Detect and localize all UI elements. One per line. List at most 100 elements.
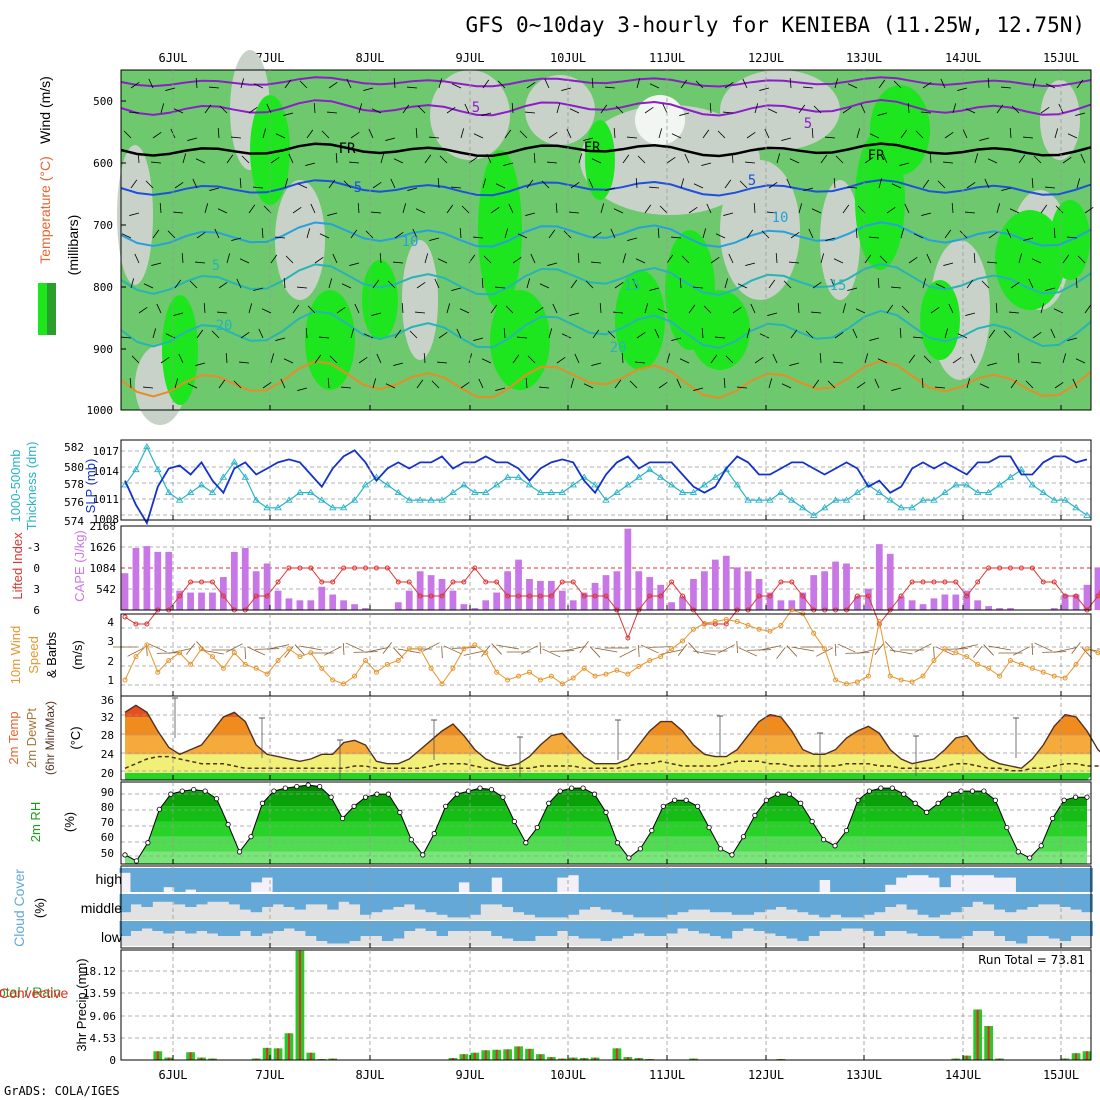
wind-barb bbox=[882, 153, 888, 164]
cloud-row-label: low bbox=[101, 929, 123, 945]
cape-bar bbox=[799, 592, 807, 610]
wind-speed-point bbox=[363, 658, 368, 663]
lifted-index-point bbox=[526, 593, 532, 599]
cloud-bar bbox=[360, 868, 372, 892]
contour-label: 10 bbox=[402, 234, 419, 250]
wind-speed-point bbox=[1062, 675, 1068, 681]
wind-barb bbox=[635, 177, 638, 189]
wind-barb bbox=[482, 79, 490, 89]
wind-barb bbox=[185, 643, 196, 655]
tick-label: 0 bbox=[109, 1054, 116, 1067]
wind-barb bbox=[869, 337, 880, 341]
thickness-point bbox=[930, 496, 938, 503]
wind-barb bbox=[965, 211, 976, 214]
wind-barb bbox=[790, 232, 800, 239]
wind-barb bbox=[517, 233, 528, 239]
wind-barb bbox=[328, 278, 333, 289]
cloud-bar bbox=[709, 894, 722, 913]
wind-barb bbox=[988, 232, 998, 239]
rh-point bbox=[202, 788, 208, 794]
wind-barb bbox=[731, 152, 734, 164]
wind-barb bbox=[270, 254, 278, 264]
cape-bar bbox=[1050, 608, 1058, 610]
cloud-bar bbox=[786, 868, 798, 892]
wind-barb bbox=[767, 211, 778, 214]
axis-label-cloud: Cloud Cover bbox=[11, 869, 27, 947]
thickness-point bbox=[263, 503, 271, 511]
wind-barb bbox=[283, 277, 286, 289]
wind-barb bbox=[891, 387, 902, 391]
wind-barb bbox=[1017, 352, 1020, 364]
convective-bar bbox=[200, 1057, 203, 1060]
cloud-bar bbox=[808, 894, 820, 915]
wind-barb bbox=[503, 162, 514, 166]
wind-barb bbox=[225, 643, 243, 653]
cape-bar bbox=[537, 580, 544, 610]
wind-barb bbox=[394, 329, 402, 339]
wind-barb bbox=[123, 130, 132, 139]
wind-barb bbox=[820, 253, 825, 264]
thickness-point bbox=[591, 481, 599, 488]
thickness-point bbox=[558, 488, 567, 496]
cloud-bar bbox=[458, 868, 470, 883]
wind-barb bbox=[555, 202, 558, 214]
tick-label: 574 bbox=[64, 515, 84, 528]
cloud-bar bbox=[961, 868, 973, 876]
date-label: 15JUL bbox=[1043, 51, 1079, 65]
cloud-bar bbox=[381, 921, 394, 941]
wind-barb bbox=[605, 86, 616, 89]
wind-barb bbox=[473, 337, 484, 341]
rh-point bbox=[992, 797, 998, 803]
wind-barb bbox=[525, 111, 536, 114]
wind-barb bbox=[218, 379, 226, 389]
wind-speed-point bbox=[909, 679, 915, 685]
cape-bar bbox=[515, 559, 522, 610]
wind-barb bbox=[635, 361, 646, 364]
wind-barb bbox=[874, 643, 884, 655]
wind-barb bbox=[297, 183, 308, 189]
wind-barb bbox=[239, 258, 250, 264]
cape-bar bbox=[154, 551, 162, 610]
cloud-bar bbox=[633, 868, 645, 892]
rh-point bbox=[866, 788, 873, 794]
wind-barb bbox=[819, 352, 822, 364]
cloud-bar bbox=[578, 868, 591, 892]
wind-barb bbox=[996, 104, 1004, 114]
cloud-bar bbox=[1059, 894, 1072, 907]
wind-barb bbox=[591, 158, 602, 164]
wind-barb bbox=[758, 645, 782, 651]
thickness-point bbox=[132, 465, 140, 473]
wind-barb bbox=[217, 127, 220, 139]
lifted-index-point bbox=[461, 579, 467, 585]
lifted-index-point bbox=[669, 579, 675, 585]
convective-bar bbox=[189, 1052, 192, 1060]
tick-label: 4.53 bbox=[90, 1032, 117, 1045]
wind-barb bbox=[781, 137, 792, 141]
rh-point bbox=[775, 791, 781, 797]
wind-barb bbox=[357, 202, 360, 214]
cloud-bar bbox=[972, 894, 984, 902]
lifted-index-point bbox=[1073, 593, 1079, 599]
cape-bar bbox=[930, 598, 938, 610]
wind-barb bbox=[174, 279, 182, 289]
cloud-bar bbox=[961, 921, 973, 936]
wind-barb bbox=[288, 153, 294, 164]
wind-barb bbox=[585, 280, 594, 289]
wind-barb bbox=[173, 108, 184, 114]
cape-bar bbox=[668, 602, 675, 610]
cloud-bar bbox=[862, 868, 875, 892]
convective-bar bbox=[255, 1058, 258, 1060]
wind-speed-point bbox=[887, 673, 893, 679]
wind-barb bbox=[327, 377, 330, 389]
date-label: 9JUL bbox=[456, 51, 485, 65]
rh-high-area bbox=[920, 280, 960, 360]
thickness-point bbox=[1017, 465, 1026, 473]
wind-barb bbox=[891, 286, 902, 289]
wind-barb bbox=[591, 362, 602, 366]
wind-speed-point bbox=[537, 677, 543, 683]
cloud-bar bbox=[983, 894, 995, 905]
wind-barb bbox=[825, 136, 836, 139]
wind-barb bbox=[615, 105, 624, 114]
wind-speed-point bbox=[548, 673, 554, 679]
wind-barb bbox=[899, 162, 910, 166]
